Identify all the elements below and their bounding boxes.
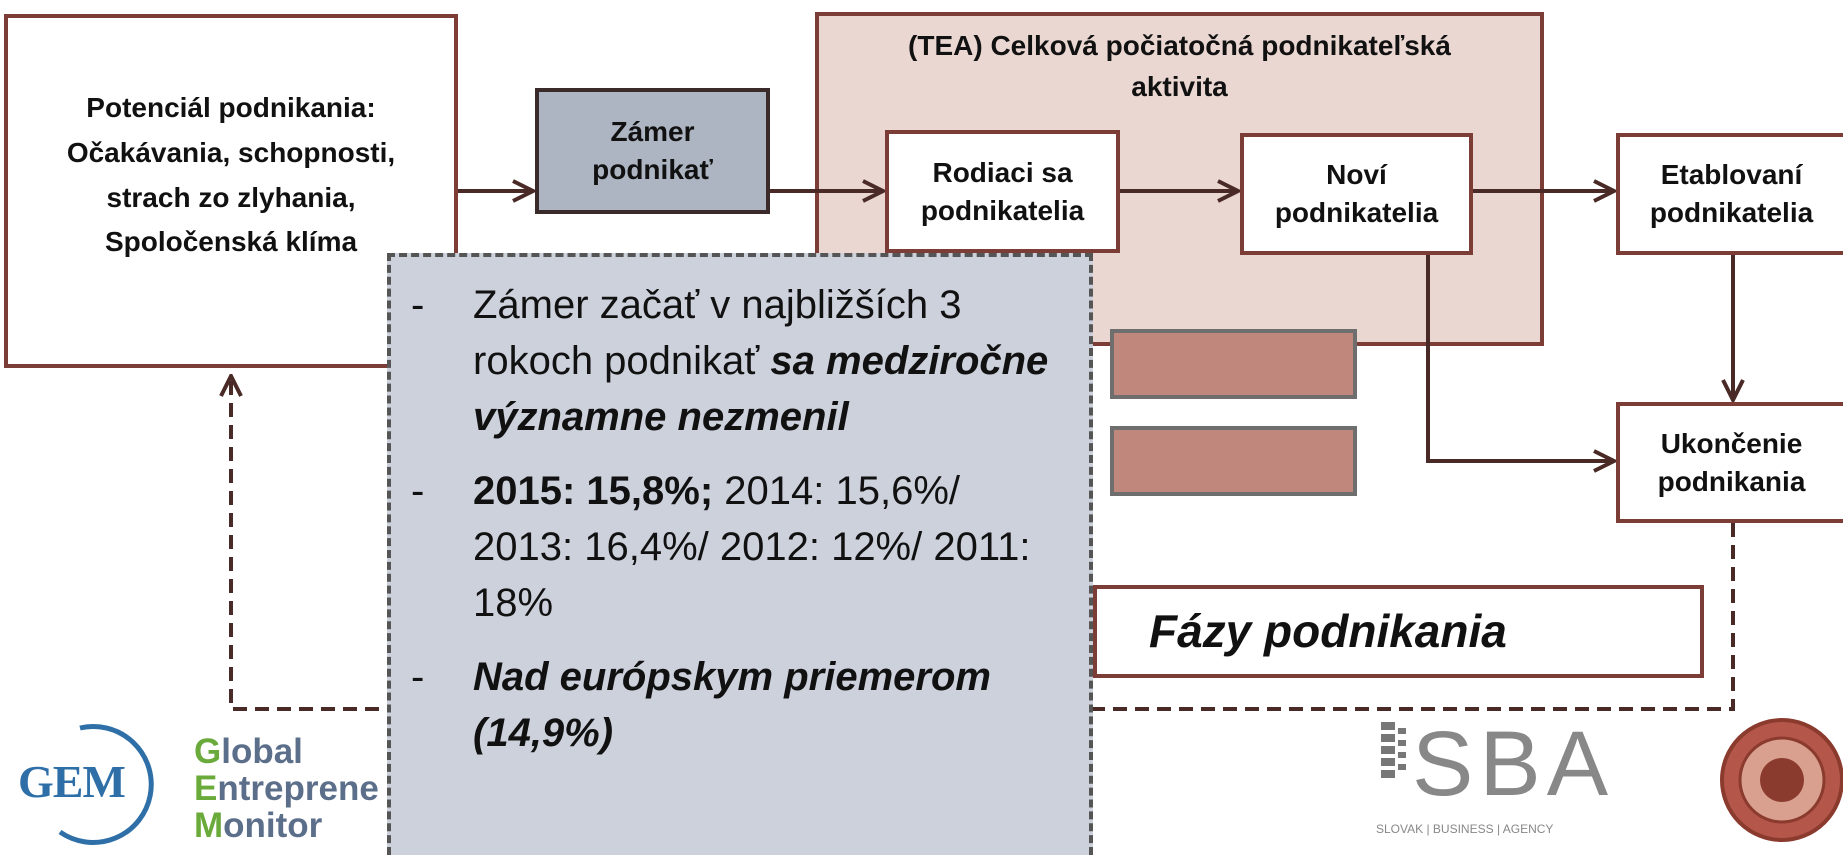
bullet-item: - 2015: 15,8%; 2014: 15,6%/ 2013: 16,4%/ … [411, 463, 1049, 631]
node-label: Potenciál podnikania: [86, 92, 376, 123]
bullet-run: 2014: 15,6%/ 2013: 16,4%/ 2012: 12%/ 201… [473, 469, 1031, 625]
gem-arc [58, 723, 154, 845]
node-label: Spoločenská klíma [104, 226, 358, 258]
gem-text: Global Entreprene Monitor [194, 732, 379, 845]
nascent-box: Rodiaci sa podnikatelia [885, 130, 1120, 253]
gem-line: Entreprene [194, 768, 379, 808]
phases-box: Fázy podnikania [1093, 585, 1704, 678]
node-label: podnikatelia [1649, 197, 1814, 228]
bullet-text: 2015: 15,8%; 2014: 15,6%/ 2013: 16,4%/ 2… [473, 463, 1049, 631]
bullet-marker: - [411, 469, 425, 513]
node-label: aktivita [1131, 70, 1228, 102]
bullet-text: Nad európskym priemerom (14,9%) [473, 649, 1049, 761]
new-box: Noví podnikatelia [1240, 133, 1473, 255]
sba-mark: SBA [1412, 713, 1615, 815]
node-label: Ukončenie [1660, 427, 1803, 459]
established-box: Etablovaní podnikatelia [1616, 133, 1843, 255]
bullet-run: 2015: 15,8%; [473, 469, 714, 513]
bar-shape [1110, 426, 1357, 496]
intent-box: Zámer podnikať [535, 88, 770, 214]
node-label: Noví [1326, 159, 1387, 191]
node-label: (TEA) Celková počiatočná podnikateľská [908, 30, 1451, 61]
bullet-item: - Zámer začať v najbližších 3 rokoch podn… [411, 277, 1049, 445]
arrow [1426, 255, 1614, 461]
bullet-marker: - [411, 283, 425, 327]
node-label: Očakávania, schopnosti, [66, 136, 396, 168]
gem-line: Global [194, 732, 303, 771]
seal [1720, 718, 1843, 842]
node-label: podnikania [1657, 465, 1806, 497]
bullet-text: Zámer začať v najbližších 3 rokoch podni… [473, 277, 1049, 445]
sba-icon [1381, 722, 1406, 778]
gem-mark: GEM [18, 756, 126, 807]
callout: - Zámer začať v najbližších 3 rokoch podn… [387, 253, 1093, 855]
bullet-marker: - [411, 655, 425, 699]
node-label: Rodiaci sa [932, 156, 1073, 188]
phases-label: Fázy podnikania [1149, 605, 1507, 658]
sba-tagline: SLOVAK | BUSINESS | AGENCY [1376, 822, 1554, 836]
node-label: podnikatelia [1274, 197, 1439, 228]
bullet-run: Zámer začať v najbližších 3 rokoch podni… [473, 283, 962, 383]
node-label: podnikatelia [920, 194, 1085, 226]
potential-box: Potenciál podnikania: Očakávania, schopno… [4, 14, 458, 368]
bar-shape [1110, 329, 1357, 399]
discontinued-box: Ukončenie podnikania [1616, 402, 1843, 523]
node-label: Etablovaní [1660, 159, 1803, 191]
bullet-item: - Nad európskym priemerom (14,9%) [411, 649, 1049, 761]
node-label: strach zo zlyhania, [106, 181, 356, 213]
node-label: podnikať [592, 154, 713, 185]
bullet-run: Nad európskym priemerom (14,9%) [473, 655, 991, 755]
tea-title: (TEA) Celková počiatočná podnikateľská ak… [817, 26, 1542, 107]
gem-line: Monitor [194, 805, 323, 845]
node-label: Zámer [610, 116, 695, 148]
bullet-run: sa medziročne významne nezmenil [473, 339, 1049, 439]
